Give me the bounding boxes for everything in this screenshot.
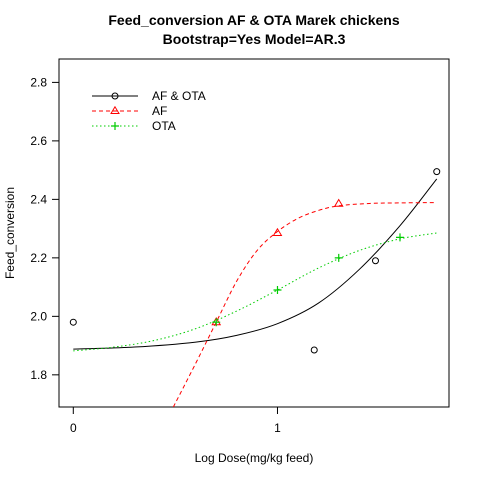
chart-title: Feed_conversion AF & OTA Marek chickens	[108, 12, 399, 28]
y-axis: 1.8 2.0 2.2 2.4 2.6 2.8	[30, 75, 60, 382]
x-tick-label: 0	[70, 421, 77, 435]
legend-label: AF & OTA	[152, 89, 206, 103]
data-point	[212, 318, 221, 327]
x-tick-label: 1	[274, 421, 281, 435]
data-point	[273, 286, 282, 295]
chart-subtitle: Bootstrap=Yes Model=AR.3	[163, 31, 346, 47]
series-2-line	[172, 202, 437, 407]
data-point	[433, 168, 441, 176]
data-point	[395, 233, 404, 242]
series-1-line	[73, 178, 438, 350]
data-point	[69, 318, 77, 326]
series-3-line	[73, 232, 437, 352]
y-tick-label: 1.8	[30, 368, 47, 382]
data-point	[310, 346, 318, 354]
legend-marker	[111, 92, 119, 100]
y-tick-label: 2.0	[30, 309, 47, 323]
legend-marker	[111, 122, 119, 130]
y-axis-label: Feed_conversion	[3, 187, 17, 279]
data-point	[371, 257, 379, 265]
legend-label: AF	[152, 104, 167, 118]
y-tick-label: 2.6	[30, 134, 47, 148]
data-point	[272, 227, 283, 237]
y-tick-label: 2.4	[30, 192, 47, 206]
data-point	[333, 198, 344, 207]
data-point	[334, 253, 343, 262]
series-1	[69, 168, 441, 354]
x-axis-label: Log Dose(mg/kg feed)	[195, 451, 314, 465]
legend-marker	[110, 105, 120, 115]
y-tick-label: 2.2	[30, 251, 47, 265]
legend-label: OTA	[152, 119, 176, 133]
y-tick-label: 2.8	[30, 75, 47, 89]
series-3	[73, 232, 437, 352]
series-layer	[69, 168, 441, 407]
